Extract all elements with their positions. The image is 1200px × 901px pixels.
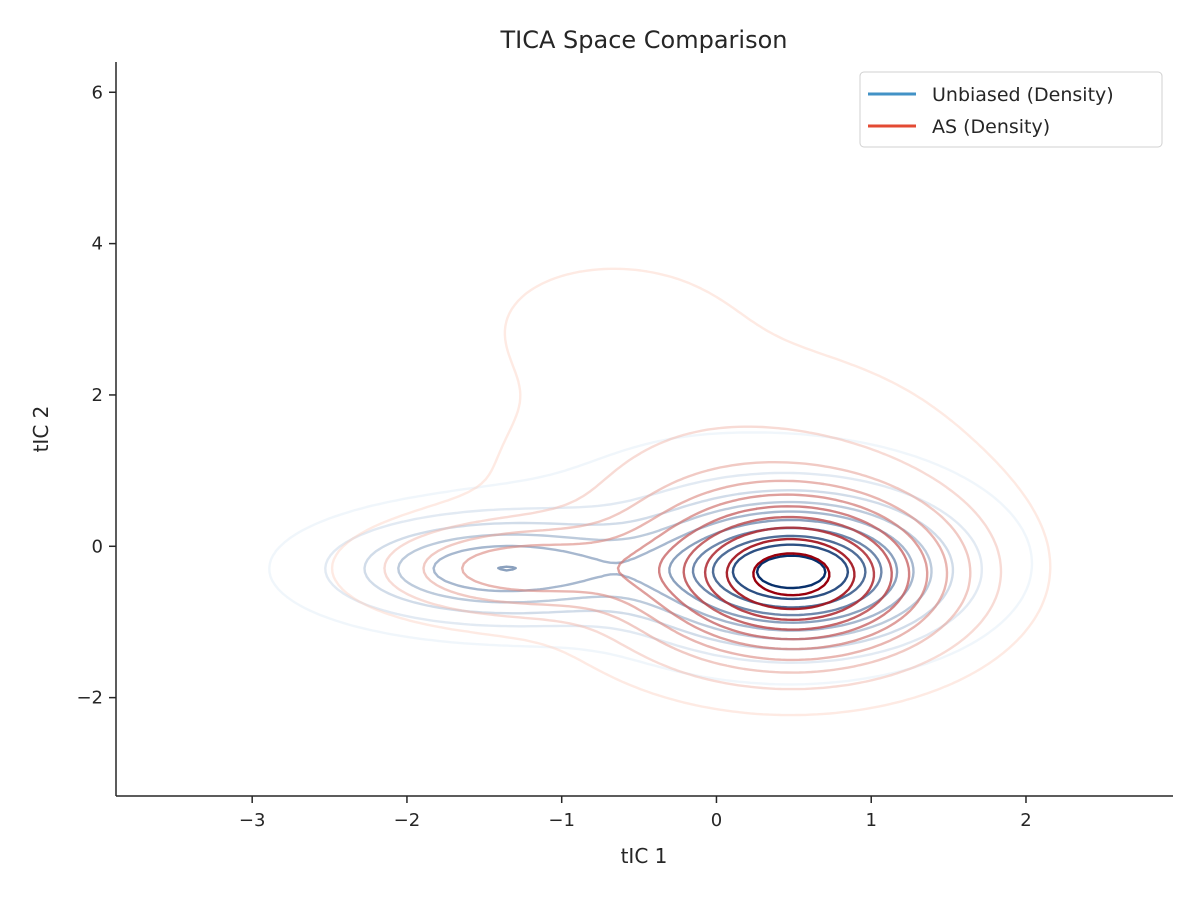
contour-layer [268, 267, 1052, 717]
y-axis-label: tIC 2 [29, 406, 53, 453]
x-axis-ticks: −3 −2 −1 0 1 2 [239, 796, 1032, 831]
y-tick-label: 6 [92, 82, 103, 103]
contour-line [703, 526, 876, 621]
x-tick-label: 1 [865, 810, 876, 831]
contour-line [383, 425, 1003, 691]
contour-line [324, 471, 983, 664]
contour-line [461, 479, 949, 662]
x-axis-label: tIC 1 [621, 844, 668, 868]
contour-line [731, 543, 850, 601]
contour-line [422, 461, 972, 674]
y-tick-label: 0 [92, 536, 103, 557]
plot-area [268, 267, 1052, 717]
contour-line [725, 537, 856, 611]
y-tick-label: 2 [92, 385, 103, 406]
x-tick-label: 0 [711, 810, 722, 831]
legend-box [859, 71, 1163, 148]
contour-line [752, 552, 831, 597]
contour-line [682, 515, 893, 631]
contour-line [616, 493, 929, 651]
contour-line [711, 534, 867, 609]
contour-line [330, 267, 1052, 717]
legend-label-unbiased: Unbiased (Density) [932, 84, 1114, 106]
legend: Unbiased (Density) AS (Density) [859, 71, 1163, 148]
y-axis-ticks: −2 0 2 4 6 [76, 82, 116, 709]
y-tick-label: 4 [92, 234, 103, 255]
chart-title: TICA Space Comparison [499, 26, 787, 54]
y-tick-label: −2 [76, 688, 103, 709]
x-tick-label: −3 [239, 810, 266, 831]
contour-line [658, 505, 911, 641]
legend-label-as: AS (Density) [932, 116, 1050, 138]
x-tick-label: −2 [394, 810, 421, 831]
contour-line [432, 510, 915, 632]
x-tick-label: 2 [1020, 810, 1031, 831]
contour-line [755, 554, 827, 590]
x-tick-label: −1 [548, 810, 575, 831]
